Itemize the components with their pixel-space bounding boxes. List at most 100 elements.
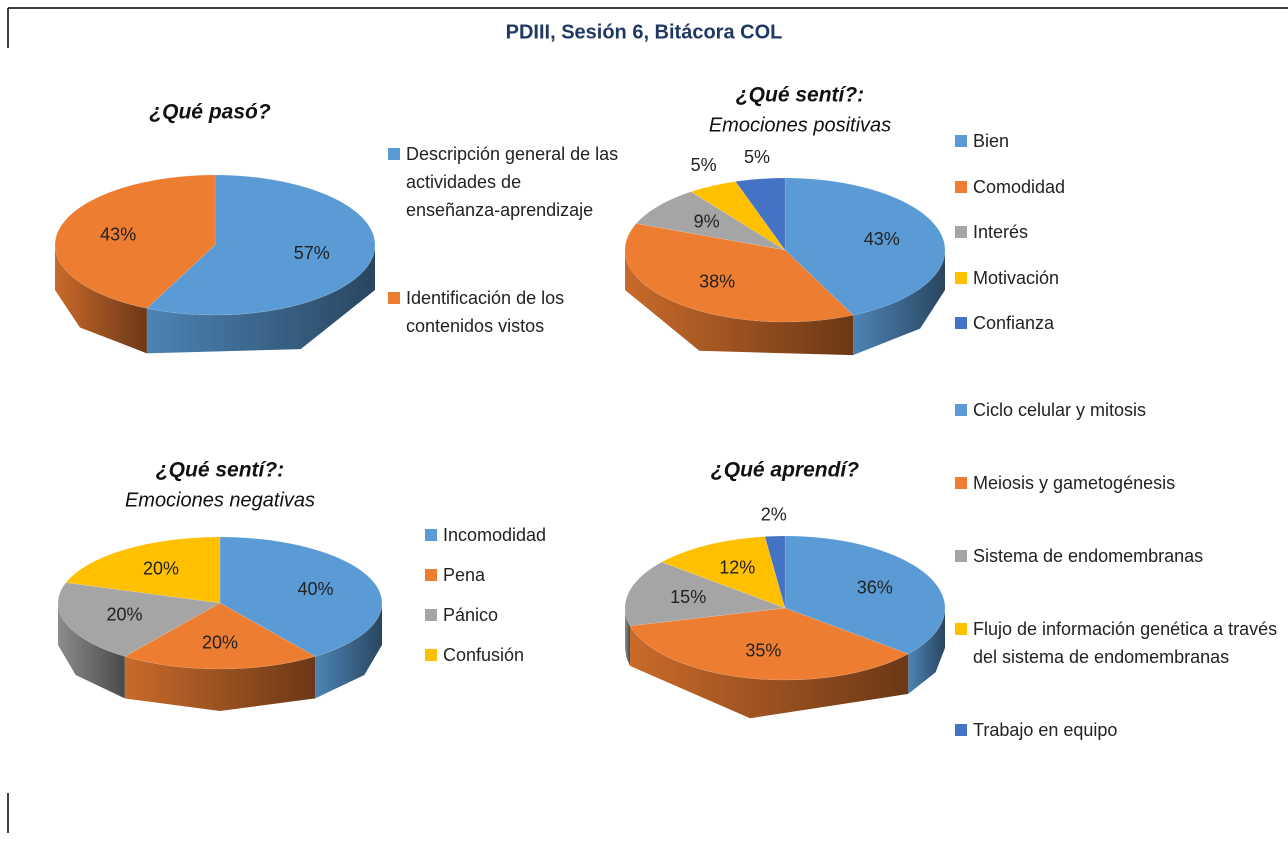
pie-side xyxy=(908,608,945,694)
pie-sides xyxy=(625,608,945,719)
pie-side xyxy=(853,250,945,356)
pie-slice xyxy=(624,223,854,323)
pie-slice xyxy=(764,535,786,609)
chart-title: ¿Qué sentí?: xyxy=(736,84,864,107)
legend-swatch xyxy=(955,226,967,238)
data-label: 20% xyxy=(143,559,179,579)
data-label: 35% xyxy=(745,640,781,660)
pie-side xyxy=(58,603,125,699)
pie-side xyxy=(625,608,631,666)
legend-swatch xyxy=(955,477,967,489)
legend-label: Trabajo en equipo xyxy=(973,720,1118,740)
pie-slice xyxy=(65,536,221,604)
legend-swatch xyxy=(955,135,967,147)
chart-title: ¿Qué aprendí? xyxy=(711,459,859,482)
legend-label: Confianza xyxy=(973,313,1055,333)
legend-item: Pena xyxy=(425,561,625,589)
legend: Ciclo celular y mitosis Meiosis y gametog… xyxy=(955,396,1285,744)
legend: Bien Comodidad Interés Motivación Confianza xyxy=(955,127,1175,337)
data-label: 9% xyxy=(694,211,720,231)
chart-subtitle: Emociones negativas xyxy=(125,489,315,511)
chart-title: ¿Qué sentí?: xyxy=(156,459,284,482)
legend-item: Interés xyxy=(955,218,1175,246)
legend-item: Confusión xyxy=(425,641,625,669)
legend-label: Incomodidad xyxy=(443,525,547,545)
legend-item: Bien xyxy=(955,127,1175,155)
data-label: 20% xyxy=(202,633,238,653)
legend-item: Meiosis y gametogénesis xyxy=(955,469,1285,497)
legend-label: Comodidad xyxy=(973,176,1066,197)
legend-label: Pena xyxy=(443,565,486,585)
pie-slice xyxy=(784,177,946,316)
legend-item: Incomodidad xyxy=(425,521,625,549)
pie-slice xyxy=(735,177,786,251)
legend-item: Confianza xyxy=(955,309,1175,337)
pie-slice xyxy=(54,174,216,309)
legend-swatch xyxy=(425,649,437,661)
legend-swatch xyxy=(388,148,400,160)
legend-item: Motivación xyxy=(955,264,1175,292)
legend-label: Ciclo celular y mitosis xyxy=(973,400,1147,420)
legend: Incomodidad Pena Pánico Confusión xyxy=(425,521,625,669)
pie-slice xyxy=(57,582,221,657)
legend-swatch xyxy=(955,724,967,736)
chart-title: ¿Qué pasó? xyxy=(149,101,271,124)
legend-label: Pánico xyxy=(443,605,499,625)
pie-side xyxy=(315,603,382,699)
legend-swatch xyxy=(955,623,967,635)
legend-item: Trabajo en equipo xyxy=(955,716,1285,744)
legend-swatch xyxy=(425,609,437,621)
legend-label: Motivación xyxy=(973,267,1060,288)
pie-slice xyxy=(629,607,909,681)
legend-label: Meiosis y gametogénesis xyxy=(973,473,1176,493)
pie-sides xyxy=(625,250,945,356)
data-label: 5% xyxy=(744,147,770,167)
data-label: 38% xyxy=(699,271,735,291)
pie-side xyxy=(630,625,909,719)
legend-swatch xyxy=(425,529,437,541)
pie-slice xyxy=(661,536,786,609)
legend: Descripción general de las actividades d… xyxy=(388,140,620,340)
data-label: 15% xyxy=(670,587,706,607)
pie-slice xyxy=(146,174,376,316)
legend-swatch xyxy=(955,180,967,193)
pie-slice xyxy=(624,561,786,627)
pie-side xyxy=(625,250,854,356)
data-label: 43% xyxy=(100,224,136,244)
pie-sides xyxy=(58,603,382,711)
legend-label: Interés xyxy=(973,222,1029,242)
pie-tops xyxy=(54,174,376,316)
legend-swatch xyxy=(425,569,437,581)
data-label: 57% xyxy=(294,243,330,263)
legend-item: Sistema de endomembranas xyxy=(955,542,1285,570)
legend-item: Descripción general de las actividades d… xyxy=(388,140,620,224)
legend-label: Sistema de endomembranas xyxy=(973,546,1204,566)
legend-label: Confusión xyxy=(443,645,525,665)
chart-subtitle: Emociones positivas xyxy=(709,114,891,136)
pie-side xyxy=(55,245,147,354)
page-title: PDIII, Sesión 6, Bitácora COL xyxy=(506,21,783,43)
data-label: 36% xyxy=(857,578,893,598)
pie-slice xyxy=(219,536,383,657)
legend-label: Descripción general de las actividades d… xyxy=(406,144,619,220)
pie-sides xyxy=(55,245,375,354)
legend-swatch xyxy=(955,550,967,562)
data-label: 20% xyxy=(106,604,142,624)
legend-swatch xyxy=(388,292,400,304)
pie-slice xyxy=(124,602,316,670)
pie-slice xyxy=(635,191,786,251)
legend-item: Pánico xyxy=(425,601,625,629)
data-label: 5% xyxy=(691,155,717,175)
legend-label: Flujo de información genética a través d… xyxy=(973,619,1278,667)
legend-item: Comodidad xyxy=(955,173,1175,201)
data-label: 2% xyxy=(761,504,787,524)
legend-swatch xyxy=(955,271,967,284)
pie-side xyxy=(146,245,375,354)
legend-label: Identificación de los contenidos vistos xyxy=(406,288,565,336)
legend-label: Bien xyxy=(973,131,1010,151)
pie-tops xyxy=(57,536,383,670)
data-label: 40% xyxy=(298,579,334,599)
data-label: 12% xyxy=(719,558,755,578)
